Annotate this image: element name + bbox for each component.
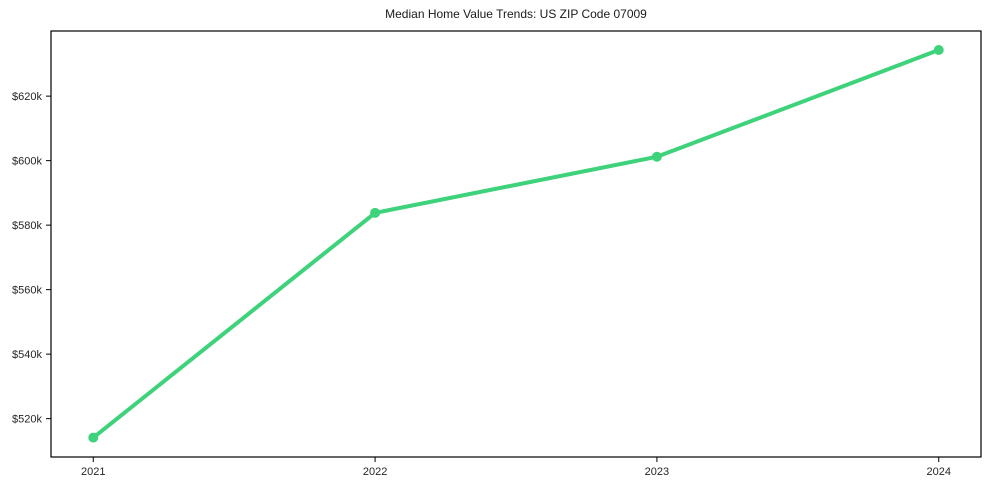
trend-line [91,48,941,440]
y-tick-label: $600k [12,156,42,168]
y-tick-label: $620k [12,91,42,103]
data-point-marker [88,432,99,443]
y-tick-label: $540k [12,349,42,361]
y-tick-label: $580k [12,220,42,232]
x-tick-label: 2024 [926,466,950,478]
y-tick-label: $560k [12,285,42,297]
x-tick-label: 2023 [645,466,669,478]
data-point-marker [370,207,381,218]
chart-title: Median Home Value Trends: US ZIP Code 07… [385,7,647,21]
data-point-marker [651,151,662,162]
y-tick-label: $520k [12,414,42,426]
plot-border [50,30,982,458]
x-tick-label: 2021 [81,466,105,478]
x-tick-label: 2022 [363,466,387,478]
data-point-marker [933,45,944,56]
